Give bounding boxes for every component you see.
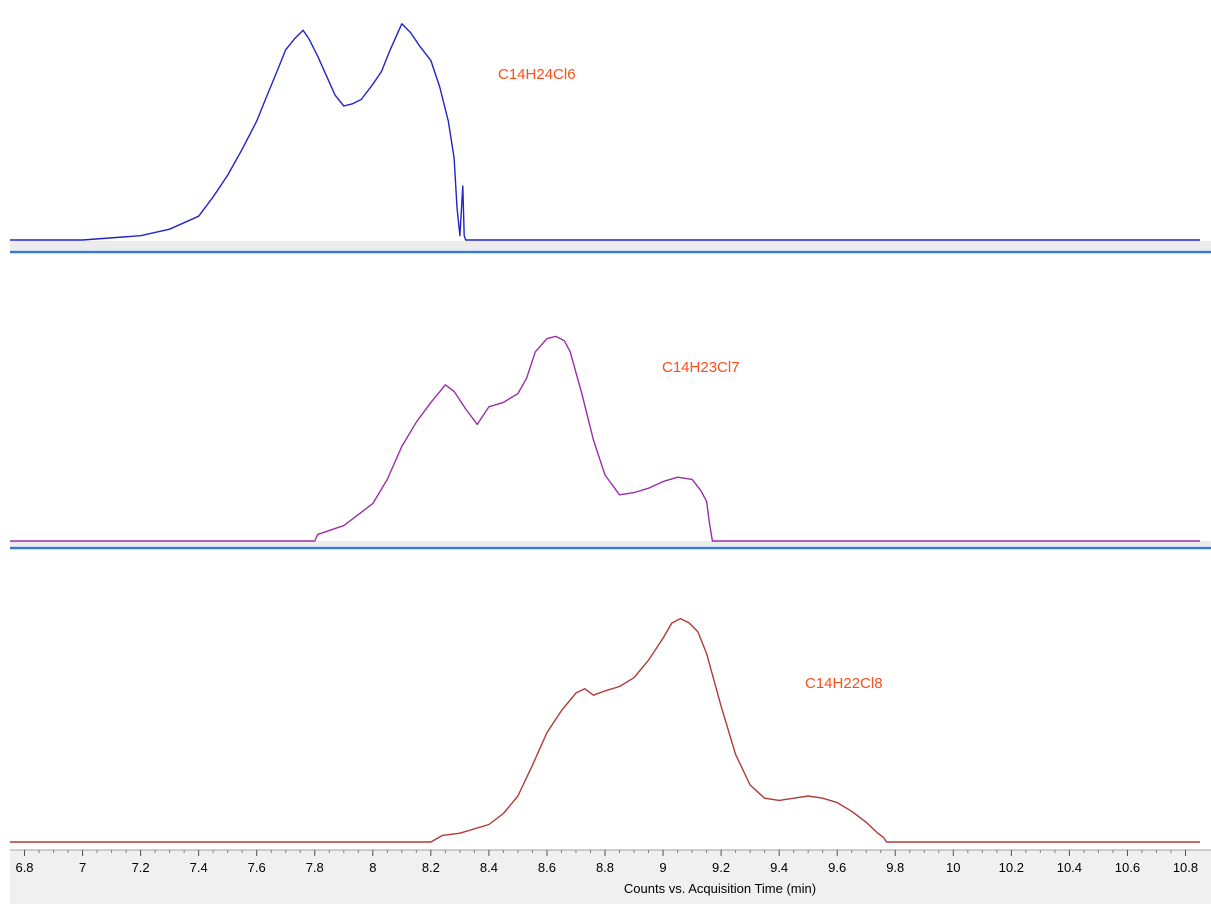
x-axis-title: Counts vs. Acquisition Time (min) [624, 881, 816, 896]
x-tick-label: 7 [79, 860, 86, 875]
x-tick-label: 8.6 [538, 860, 556, 875]
x-tick-label: 8.2 [422, 860, 440, 875]
x-tick-label: 9.6 [828, 860, 846, 875]
x-tick-label: 10 [946, 860, 960, 875]
x-tick-label: 9 [659, 860, 666, 875]
x-tick-label: 10.8 [1173, 860, 1198, 875]
x-tick-label: 7.6 [248, 860, 266, 875]
x-tick-label: 10.2 [999, 860, 1024, 875]
series-label-1: C14H24Cl6 [498, 66, 576, 83]
x-tick-label: 9.2 [712, 860, 730, 875]
x-tick-label: 9.8 [886, 860, 904, 875]
series-line-1 [10, 23, 1200, 241]
x-tick-label: 9.4 [770, 860, 788, 875]
x-tick-label: 7.4 [190, 860, 208, 875]
x-tick-label: 10.4 [1057, 860, 1082, 875]
x-tick-label: 7.8 [306, 860, 324, 875]
x-axis-area [10, 850, 1211, 904]
series-label-2: C14H23Cl7 [662, 359, 740, 376]
x-tick-label: 8 [369, 860, 376, 875]
x-tick-label: 8.4 [480, 860, 498, 875]
x-tick-label: 10.6 [1115, 860, 1140, 875]
x-tick-label: 7.2 [132, 860, 150, 875]
series-line-3 [10, 617, 1200, 843]
panel-1-floor [10, 241, 1211, 250]
x-tick-label: 6.8 [15, 860, 33, 875]
x-tick-label: 8.8 [596, 860, 614, 875]
panel-2-floor [10, 541, 1211, 546]
series-line-2 [10, 335, 1200, 542]
series-label-3: C14H22Cl8 [805, 675, 883, 692]
